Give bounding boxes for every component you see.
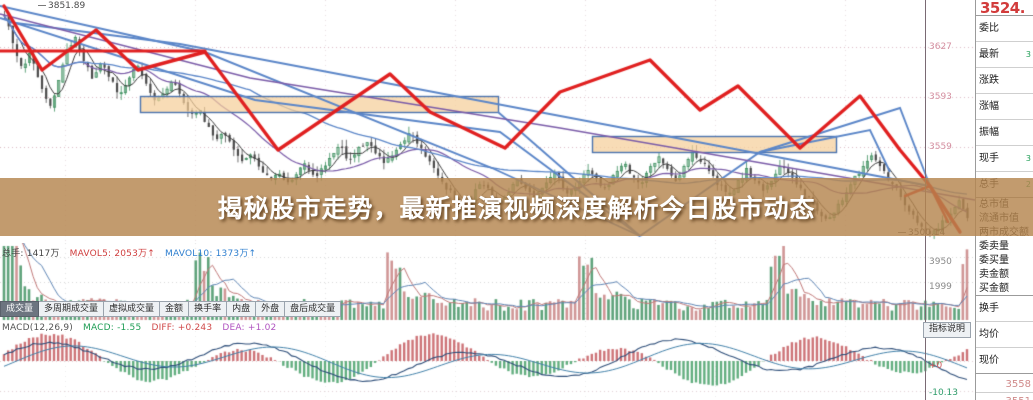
sidebar-scale-1: 3558 <box>976 376 1033 393</box>
sidebar-label-weimailiang: 委卖量 <box>979 241 1009 252</box>
sidebar-label-mairujine: 买金额 <box>979 282 1009 294</box>
volume-total-label: 总手: 1417万 <box>2 249 60 259</box>
tab-neipan[interactable]: 内盘 <box>227 301 257 317</box>
macd-axis-label-zero: +0 <box>929 361 943 371</box>
volume-axis-label-2: 1999 <box>929 282 952 292</box>
price-high-tag: 3851.89 <box>38 1 85 11</box>
sidebar-label-zhangfu: 涨幅 <box>979 100 999 112</box>
sidebar-row-zuixin[interactable]: 最新 3 <box>976 42 1033 68</box>
volume-chart-panel[interactable] <box>0 243 975 321</box>
sidebar-label-xianjia: 现价 <box>979 354 999 366</box>
price-axis-label-3: 3559 <box>929 142 952 152</box>
price-axis-label-2: 3593 <box>929 92 952 102</box>
macd-chart-panel[interactable] <box>0 321 975 400</box>
sidebar-row-zhangfu[interactable]: 涨幅 <box>976 94 1033 120</box>
sidebar-row-mairujine[interactable]: 买金额 <box>976 282 1033 296</box>
indicator-description-button[interactable]: 指标说明 <box>922 322 971 338</box>
tab-chengjiaoliang[interactable]: 成交量 <box>0 301 40 317</box>
sidebar-label-xianshou: 现手 <box>979 152 999 164</box>
tab-panhou-chengjiaoliang[interactable]: 盘后成交量 <box>285 301 342 317</box>
macd-header: MACD(12,26,9) MACD: -1.55 DIFF: +0.243 D… <box>2 323 283 333</box>
sidebar-last-price: 3524. <box>976 0 1033 16</box>
volume-header: 总手: 1417万 MAVOL5: 2053万↑ MAVOL10: 1373万↑ <box>2 246 263 259</box>
sidebar-label-zuixin: 最新 <box>979 48 999 60</box>
price-axis-label-1: 3627 <box>929 42 952 52</box>
volume-mavol5-label: MAVOL5: 2053万↑ <box>69 249 155 259</box>
sidebar-row-maijine[interactable]: 卖金额 <box>976 268 1033 282</box>
sidebar-price-scale: 3558 3551 3544 3537 3530 3523 <box>976 374 1033 400</box>
sidebar-label-weibi: 委比 <box>979 22 999 34</box>
page-title: 揭秘股市走势，最新推演视频深度解析今日股市动态 <box>217 194 816 223</box>
tab-xuni-chengjiaoliang[interactable]: 虚拟成交量 <box>104 301 161 317</box>
title-banner-strip <box>0 178 1033 236</box>
sidebar-row-xianshou[interactable]: 现手 3 <box>976 146 1033 172</box>
sidebar-row-huanshou[interactable]: 换手 <box>976 296 1033 322</box>
diff-value-label: DIFF: +0.243 <box>151 323 213 333</box>
sidebar-scale-2: 3551 <box>976 393 1033 400</box>
volume-axis-label-1: 3950 <box>929 257 952 267</box>
sidebar-row-weibi[interactable]: 委比 <box>976 16 1033 42</box>
macd-chart-canvas[interactable] <box>0 321 975 400</box>
tab-huanshoulv[interactable]: 换手率 <box>189 301 228 317</box>
sidebar-row-zhenfu[interactable]: 振幅 <box>976 120 1033 146</box>
sidebar-label-zhangdie: 涨跌 <box>979 74 999 86</box>
sidebar-row-weimaliang[interactable]: 委买量 <box>976 254 1033 268</box>
volume-indicator-tabs[interactable]: 成交量 多周期成交量 虚拟成交量 金额 换手率 内盘 外盘 盘后成交量 <box>0 301 342 317</box>
macd-indicator-name: MACD(12,26,9) <box>2 323 73 333</box>
macd-axis-label-bottom: -10.13 <box>929 388 959 398</box>
tab-duozhouqi-chengjiaoliang[interactable]: 多周期成交量 <box>39 301 105 317</box>
sidebar-row-junjia[interactable]: 均价 <box>976 322 1033 348</box>
high-tag-leader <box>38 5 46 6</box>
volume-mavol10-label: MAVOL10: 1373万↑ <box>165 249 257 259</box>
sidebar-label-junjia: 均价 <box>979 328 999 340</box>
tab-waipan[interactable]: 外盘 <box>256 301 286 317</box>
macd-value-label: MACD: -1.55 <box>83 323 142 333</box>
sidebar-row-xianjia[interactable]: 现价 <box>976 348 1033 374</box>
tab-jine[interactable]: 金额 <box>160 301 190 317</box>
sidebar-label-zhenfu: 振幅 <box>979 126 999 138</box>
sidebar-label-maijine: 卖金额 <box>979 269 1009 280</box>
dea-value-label: DEA: +1.02 <box>222 323 277 333</box>
sidebar-label-weimaliang: 委买量 <box>979 255 1009 266</box>
sidebar-row-weimailiang[interactable]: 委卖量 <box>976 240 1033 254</box>
sidebar-value-zuixin: 3 <box>1025 49 1031 59</box>
sidebar-row-zhangdie[interactable]: 涨跌 <box>976 68 1033 94</box>
sidebar-value-xianshou: 3 <box>1025 153 1031 163</box>
sidebar-label-huanshou: 换手 <box>979 302 999 314</box>
